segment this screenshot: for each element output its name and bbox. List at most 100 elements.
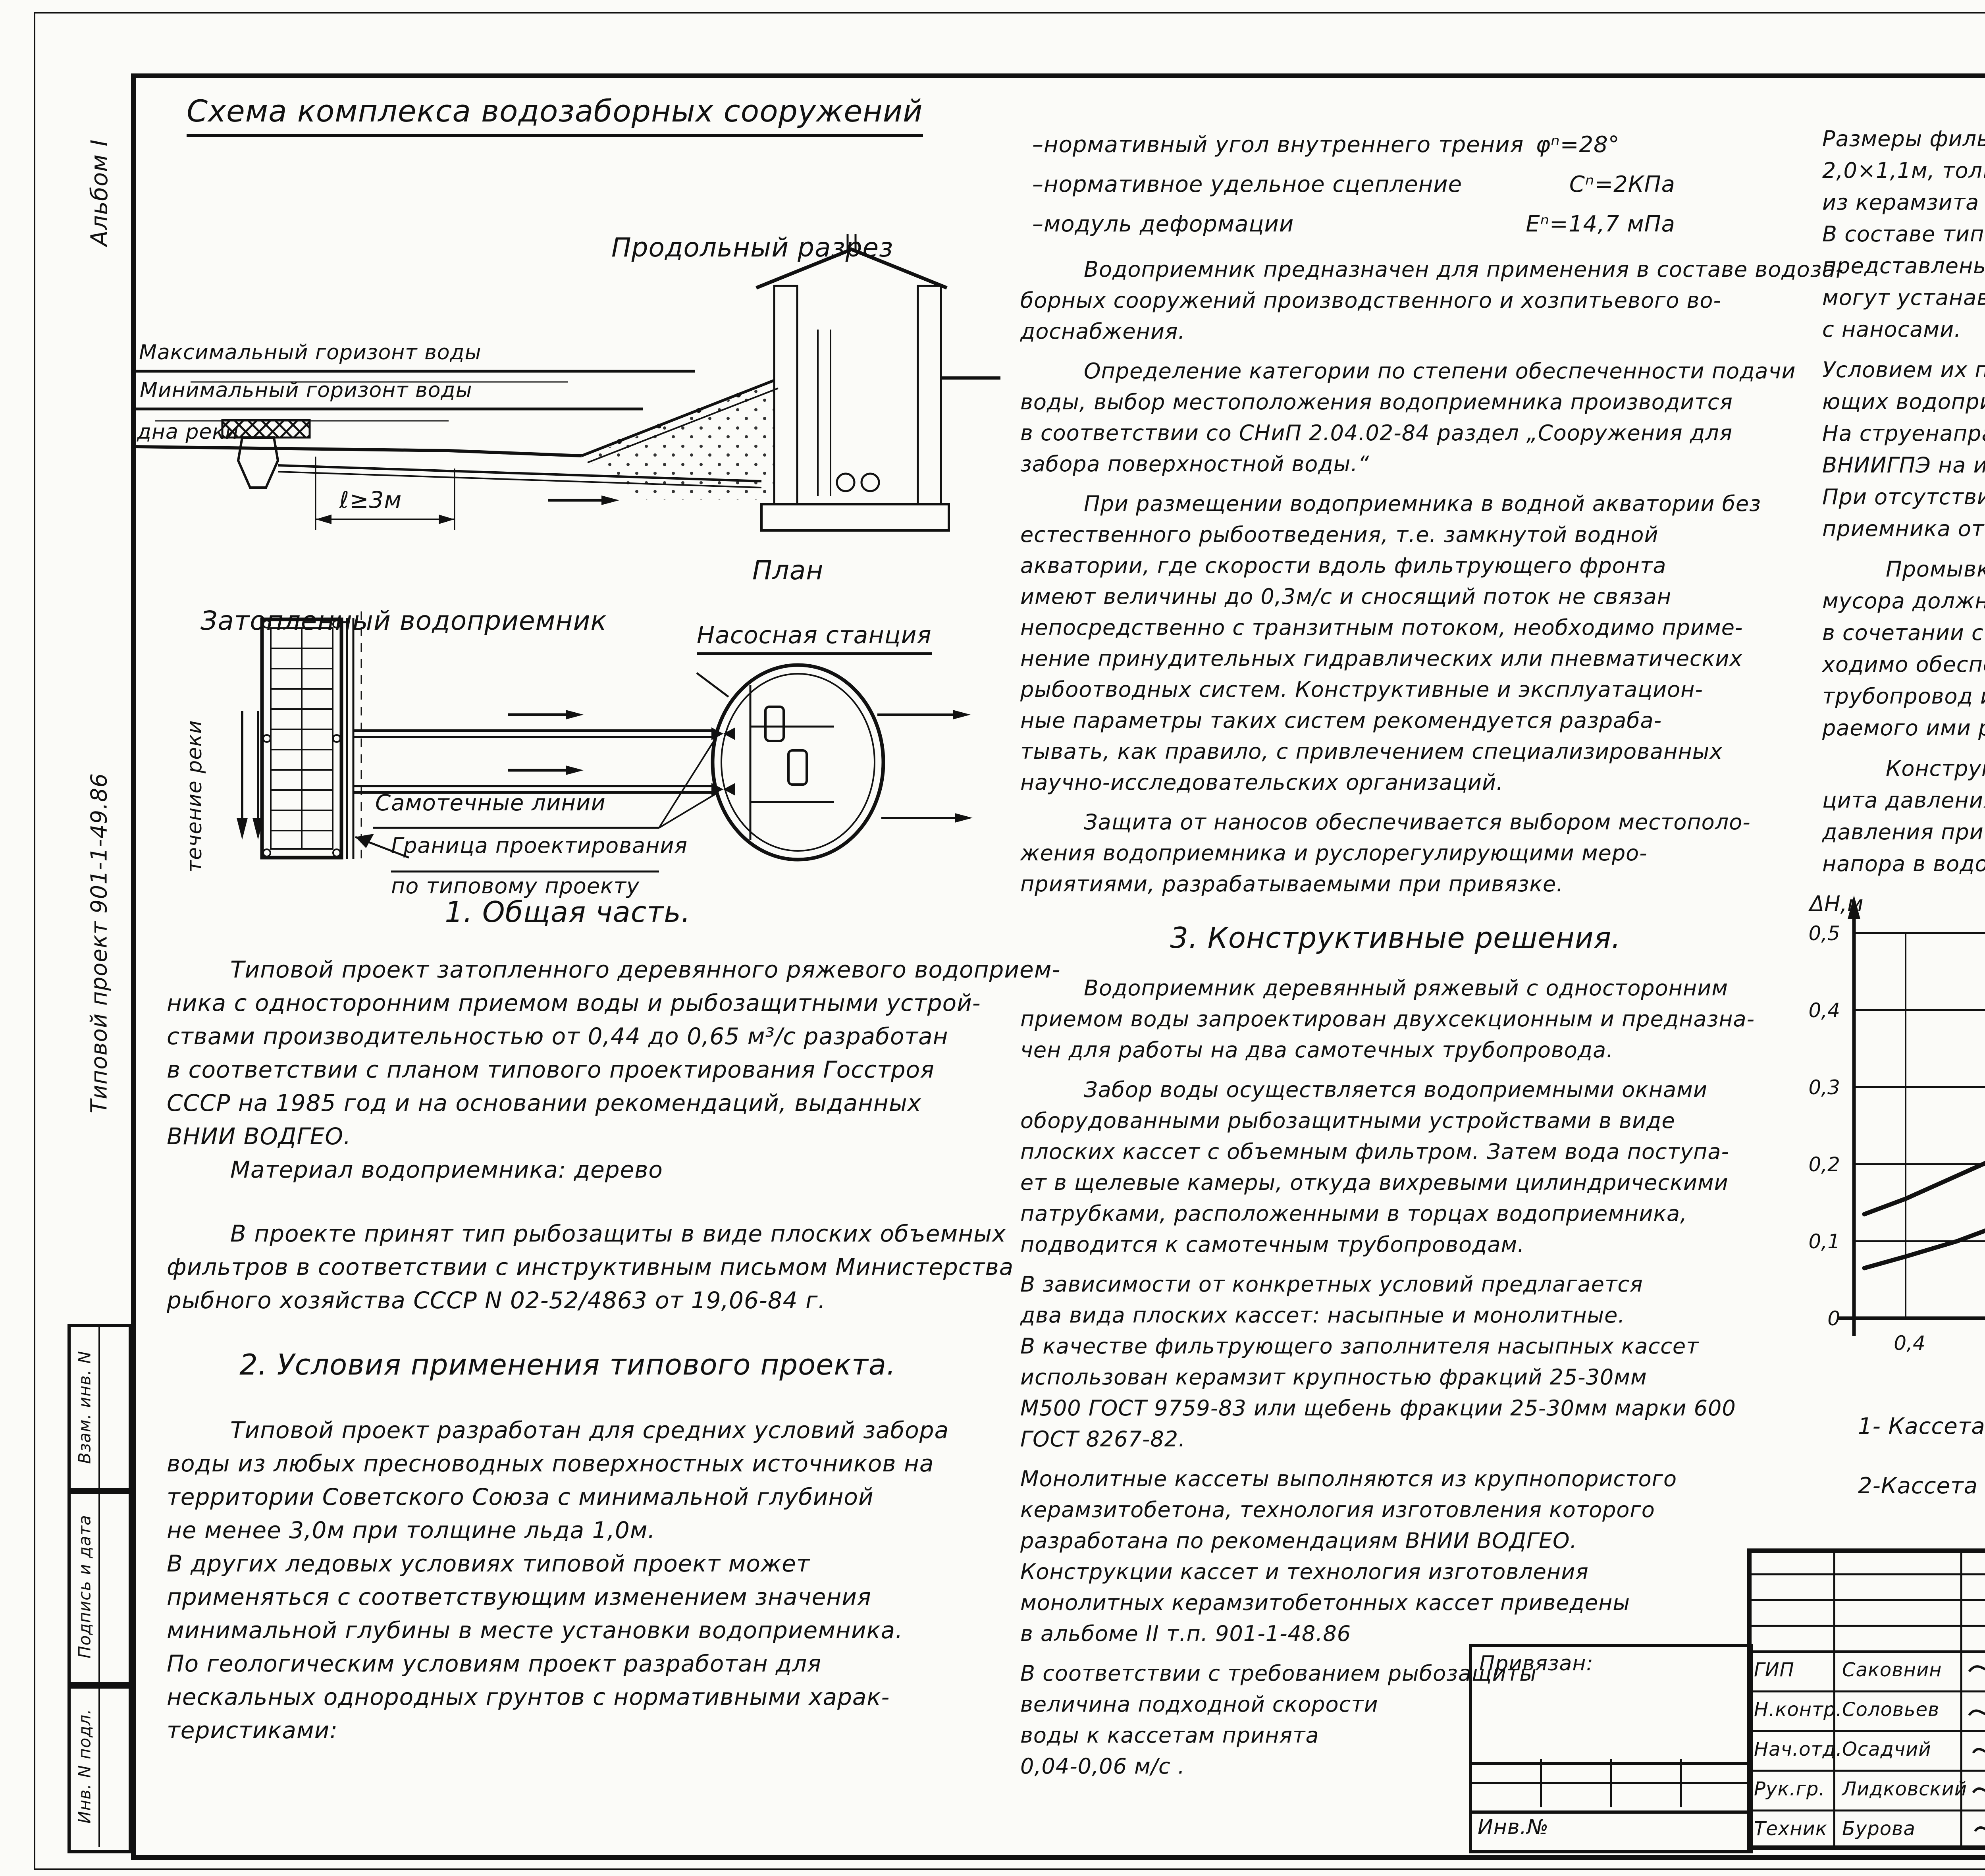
- text-line: в сочетании с импульсной промывкой. При …: [1822, 620, 1985, 645]
- role-rukgr: Рук.гр.: [1754, 1778, 1825, 1800]
- text-line: 0,04-0,06 м/с .: [1020, 1754, 1185, 1779]
- signature: [1972, 1787, 1985, 1793]
- paragraph: Типовой проект затопленного деревянного …: [167, 953, 1060, 1153]
- river-bottom-label: дна реки: [137, 420, 239, 444]
- name-lidkovskiy: Лидковский: [1842, 1778, 1967, 1800]
- margin-cell-divider: [98, 1491, 100, 1682]
- text-line: плоских кассет с объемным фильтром. Зате…: [1020, 1139, 1729, 1164]
- text-line: Конструкции кассет и технология изготовл…: [1020, 1559, 1589, 1584]
- margin-cell-inv: Инв. N подл.: [67, 1682, 132, 1853]
- text-line: борных сооружений производственного и хо…: [1020, 288, 1721, 313]
- text-line: раемого ими расхода.: [1822, 715, 1985, 740]
- margin-cell-vzam: Взам. инв. N: [67, 1324, 132, 1494]
- text-line: монолитных керамзитобетонных кассет прив…: [1020, 1590, 1630, 1615]
- text-line: естественного рыбоотведения, т.е. замкну…: [1020, 522, 1659, 547]
- text-line: тывать, как правило, с привлечением спец…: [1020, 739, 1723, 764]
- text-line: акватории, где скорости вдоль фильтрующе…: [1020, 553, 1667, 578]
- name-osadchiy: Осадчий: [1842, 1738, 1931, 1760]
- y-axis-title: ΔН,м: [1808, 891, 1863, 916]
- plan-pipe-1: [353, 729, 711, 738]
- text-line: При размещении водоприемника в водной ак…: [1084, 491, 1761, 516]
- flow-arrow-head: [601, 496, 619, 505]
- text-line: чен для работы на два самотечных трубопр…: [1020, 1037, 1614, 1062]
- paragraph: В зависимости от конкретных условий пред…: [1020, 1269, 1736, 1455]
- y-tick-label: 0,1: [1808, 1230, 1840, 1253]
- text-line: рыбоотводных систем. Конструктивные и эк…: [1020, 677, 1703, 702]
- paragraph: Водоприемник деревянный ряжевый с одност…: [1020, 973, 1755, 1066]
- attachment-box: Привязан:: [1469, 1644, 1753, 1765]
- parameter-label: –нормативный угол внутреннего трения: [1032, 132, 1524, 158]
- text-line: Защита от наносов обеспечивается выбором…: [1084, 810, 1751, 835]
- signature: [1968, 1709, 1985, 1716]
- text-line: СССР на 1985 год и на основании рекоменд…: [167, 1089, 921, 1116]
- parameter-value: Еⁿ=14,7 мПа: [1526, 211, 1675, 237]
- boundary-label-2: по типовому проекту: [391, 873, 640, 898]
- paragraph: Условием их применения является наличие …: [1822, 354, 1985, 545]
- role-nachotd: Нач.отд.: [1754, 1738, 1842, 1760]
- role-gip: ГИП: [1754, 1659, 1794, 1681]
- chart-legend-1: 1- Кассета с фильтром из щебня, h=160мм.: [1858, 1413, 1985, 1439]
- bank-ground-hatch: [941, 378, 1000, 393]
- gravity-pipe-top: [278, 464, 762, 482]
- river-bottom-line: [135, 445, 582, 457]
- text-line: мусора должна осуществляться поочередно …: [1822, 588, 1985, 613]
- paragraph: Определение категории по степени обеспеч…: [1020, 356, 1796, 480]
- text-line: напора в водоприемнике: [1822, 851, 1985, 876]
- text-line: в соответствии с планом типового проекти…: [167, 1056, 935, 1083]
- plan-pump-station-outer: [711, 663, 885, 862]
- intake-support: [237, 436, 279, 489]
- paragraph: Монолитные кассеты выполняются из крупно…: [1020, 1463, 1677, 1649]
- text-line: могут устанавливаться на водоприемник дл…: [1822, 285, 1985, 310]
- boundary-label-1: Граница проектирования: [391, 833, 688, 858]
- text-line: Забор воды осуществляется водоприемными …: [1084, 1077, 1707, 1102]
- text-line: непосредственно с транзитным потоком, не…: [1020, 615, 1743, 640]
- attachment-label: Привязан:: [1479, 1652, 1594, 1675]
- margin-project-label: Типовой проект 901-1-49.86: [86, 773, 112, 1113]
- y-tick-label: 0: [1827, 1307, 1840, 1330]
- text-line: 2,0×1,1м, толщина фильтрующей загрузки к…: [1822, 158, 1985, 183]
- text-line: ВНИИ ВОДГЕО.: [167, 1123, 351, 1150]
- paragraph: В проекте принят тип рыбозащиты в виде п…: [167, 1217, 1014, 1317]
- parameter-label: –модуль деформации: [1032, 211, 1294, 237]
- text-line: приемника от наносов производится период…: [1822, 516, 1985, 541]
- head-loss-chart: 00,10,20,30,40,50,40,50,60,70,8ΔН,мQ,м³/…: [1808, 891, 1985, 1355]
- embankment-fill: [584, 382, 774, 500]
- margin-album-label: Альбом I: [86, 139, 113, 246]
- text-line: в альбоме II т.п. 901-1-48.86: [1020, 1621, 1351, 1646]
- parameter-label: –нормативное удельное сцепление: [1032, 172, 1463, 197]
- text-line: ет в щелевые камеры, откуда вихревыми ци…: [1020, 1170, 1729, 1195]
- paragraph: Водоприемник предназначен для применения…: [1020, 254, 1844, 347]
- text-line: доснабжения.: [1020, 319, 1185, 344]
- text-line: теристиками:: [167, 1717, 338, 1744]
- pump-symbol: [860, 472, 880, 492]
- text-line: воды, выбор местоположения водоприемника…: [1020, 389, 1733, 415]
- plan-pump-1: [764, 706, 785, 742]
- section-view-label: Продольный разрез: [611, 232, 894, 263]
- curve-1: [1862, 1228, 1985, 1271]
- pump-station-leader: [696, 672, 729, 698]
- paragraph: Конструкцией водоприемника учтена возмож…: [1822, 753, 1985, 880]
- text-line: нескальных однородных грунтов с норматив…: [167, 1683, 890, 1710]
- plan-pump-connectors: [750, 725, 834, 803]
- text-line: М500 ГОСТ 9759-83 или щебень фракции 25-…: [1020, 1396, 1736, 1421]
- slope-line: [581, 379, 775, 457]
- drawing-frame: [131, 73, 1985, 1860]
- y-axis-arrow: [1848, 895, 1860, 919]
- y-tick-label: 0,3: [1808, 1076, 1840, 1099]
- paragraph: Типовой проект разработан для средних ус…: [167, 1413, 949, 1747]
- gravity-lines-leaders: [658, 738, 716, 829]
- name-soloviev: Соловьев: [1842, 1699, 1940, 1721]
- text-line: В других ледовых условиях типовой проект…: [167, 1550, 810, 1577]
- text-line: нение принудительных гидравлических или …: [1020, 646, 1743, 671]
- material-line: Материал водоприемника: дерево: [230, 1156, 663, 1183]
- parameter-row: –нормативное удельное сцепление Сⁿ=2КПа: [1032, 165, 1771, 204]
- text-line: Типовой проект затопленного деревянного …: [230, 956, 1061, 983]
- text-line: подводится к самотечным трубопроводам.: [1020, 1232, 1525, 1257]
- section-2-heading: 2. Условия применения типового проекта.: [239, 1348, 896, 1381]
- text-line: научно-исследовательских организаций.: [1020, 770, 1504, 795]
- margin-cell-divider: [98, 1327, 100, 1488]
- text-line: В соответствии с требованием рыбозащиты: [1020, 1661, 1537, 1686]
- pump-station-label: Насосная станция: [697, 621, 932, 655]
- inventory-strip: Инв.№: [1469, 1810, 1753, 1853]
- section-1-heading: 1. Общая часть.: [445, 895, 691, 929]
